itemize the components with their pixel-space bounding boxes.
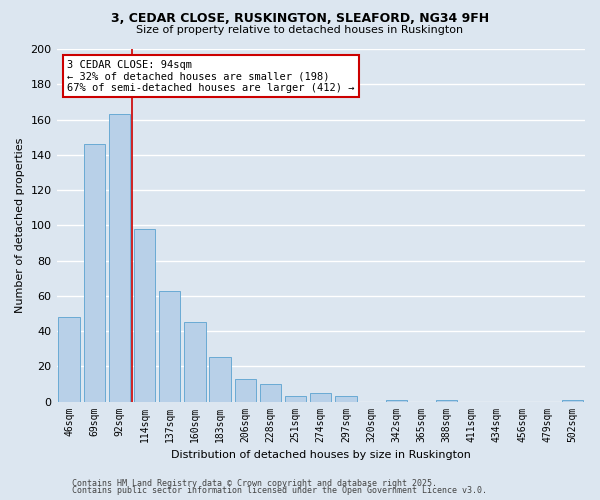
Text: Size of property relative to detached houses in Ruskington: Size of property relative to detached ho… (136, 25, 464, 35)
Bar (235, 378, 256, 402)
Bar (134, 229, 155, 402)
Bar (436, 400, 457, 402)
Text: Contains public sector information licensed under the Open Government Licence v3: Contains public sector information licen… (72, 486, 487, 495)
Bar (335, 396, 356, 402)
Text: Contains HM Land Registry data © Crown copyright and database right 2025.: Contains HM Land Registry data © Crown c… (72, 478, 437, 488)
Bar (159, 290, 181, 402)
Bar (260, 384, 281, 402)
X-axis label: Distribution of detached houses by size in Ruskington: Distribution of detached houses by size … (171, 450, 471, 460)
Bar (184, 322, 206, 402)
Bar (562, 400, 583, 402)
Text: 3, CEDAR CLOSE, RUSKINGTON, SLEAFORD, NG34 9FH: 3, CEDAR CLOSE, RUSKINGTON, SLEAFORD, NG… (111, 12, 489, 26)
Bar (386, 400, 407, 402)
Bar (109, 114, 130, 402)
Y-axis label: Number of detached properties: Number of detached properties (15, 138, 25, 313)
Bar (285, 396, 307, 402)
Bar (209, 358, 231, 402)
Bar (58, 317, 80, 402)
Bar (83, 144, 105, 402)
Text: 3 CEDAR CLOSE: 94sqm
← 32% of detached houses are smaller (198)
67% of semi-deta: 3 CEDAR CLOSE: 94sqm ← 32% of detached h… (67, 60, 355, 93)
Bar (310, 392, 331, 402)
